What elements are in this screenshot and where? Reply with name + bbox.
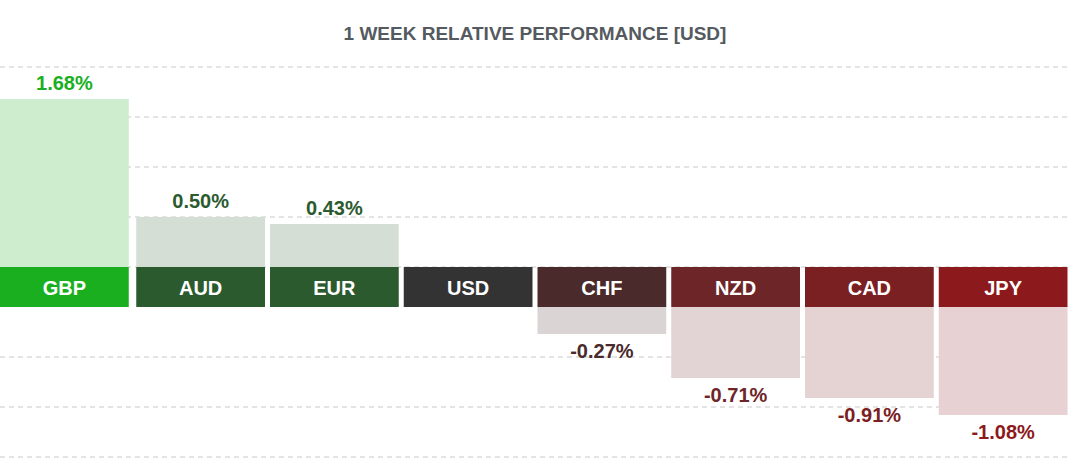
grid-line (0, 407, 1070, 408)
bar (270, 224, 399, 267)
bar (939, 307, 1068, 415)
chart: 1 WEEK RELATIVE PERFORMANCE [USD] 1.68% GB… (0, 0, 1070, 460)
category-label: AUD (179, 277, 222, 299)
category-label: CHF (581, 277, 622, 299)
category-band (270, 267, 399, 307)
data-label: 1.68% (36, 72, 93, 94)
bars (0, 99, 1068, 415)
grid-line (0, 167, 1070, 168)
category-label: CAD (848, 277, 891, 299)
category-band (538, 267, 667, 307)
labels: 1.68% GBP 0.50% AUD 0.43% EUR USD -0.27% CHF -0.7… (0, 72, 1068, 443)
data-label: -0.71% (704, 384, 768, 406)
bar (0, 99, 129, 267)
category-band (136, 267, 265, 307)
bar (805, 307, 934, 398)
grid-line (0, 457, 1070, 458)
title: 1 WEEK RELATIVE PERFORMANCE [USD] (344, 23, 727, 44)
grid-line (0, 117, 1070, 118)
category-label: NZD (715, 277, 756, 299)
category-label: USD (447, 277, 489, 299)
grid-line (0, 67, 1070, 68)
category-band (805, 267, 934, 307)
data-label: 0.43% (306, 197, 363, 219)
category-label: JPY (984, 277, 1022, 299)
category-label: GBP (43, 277, 86, 299)
category-band (939, 267, 1068, 307)
data-label: -0.91% (838, 404, 902, 426)
bar (538, 307, 667, 334)
category-band (404, 267, 533, 307)
bar (671, 307, 800, 378)
data-label: 0.50% (172, 190, 229, 212)
category-label: EUR (313, 277, 356, 299)
bar (136, 217, 265, 267)
category-band (671, 267, 800, 307)
data-label: -1.08% (971, 421, 1035, 443)
data-label: -0.27% (570, 340, 634, 362)
category-band (0, 267, 129, 307)
